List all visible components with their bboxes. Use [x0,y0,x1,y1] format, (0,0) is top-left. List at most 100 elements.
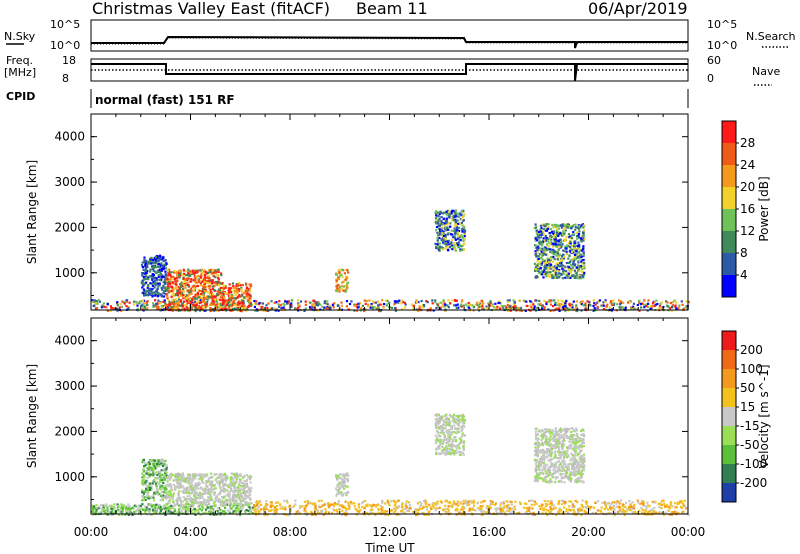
velocity-cell [338,504,341,507]
velocity-cell [320,499,323,502]
power-cell [548,267,551,270]
power-cell [456,303,459,306]
power-cell [206,298,209,301]
power-ytick-label: 3000 [54,175,85,189]
velocity-cell [317,499,321,503]
power-cell [560,239,563,242]
velocity-cell [310,502,313,505]
power-cell [146,269,149,273]
power-cell [145,277,148,280]
velocity-cell [609,506,612,509]
power-cell [558,272,561,275]
velocity-cell [641,511,644,514]
velocity-cell [216,507,220,510]
power-cell [332,306,335,309]
velocity-cell [664,505,667,508]
power-cell [548,265,551,268]
power-cell [155,261,158,264]
power-cell [187,301,190,304]
velocity-cell [210,486,213,489]
power-cell [106,309,109,312]
velocity-cell [133,504,136,507]
power-cell [160,295,163,298]
power-cell [569,263,572,266]
velocity-cell [162,505,165,508]
velocity-cell [580,513,583,517]
velocity-cell [658,511,661,514]
velocity-cell [447,509,450,512]
power-cell [232,308,235,311]
power-cell [541,232,544,235]
velocity-cell [385,510,389,513]
power-cell [435,226,439,229]
power-cell [559,231,562,234]
power-cell [612,299,615,302]
velocity-cell [337,500,340,503]
velocity-cell [616,500,619,503]
power-cell [456,233,459,236]
velocity-cell [177,478,180,481]
power-cell [604,299,607,302]
power-cell [660,301,663,304]
velocity-cell [127,512,130,515]
velocity-cell [133,510,136,514]
power-cell [191,271,194,274]
power-cell [182,296,185,300]
power-cell [541,273,544,276]
power-cell [193,280,196,283]
power-cell [366,305,369,308]
power-cell [205,305,208,308]
velocity-cell [369,511,372,514]
power-cell [236,291,239,294]
power-cell [572,261,575,264]
velocity-cell [611,506,614,509]
power-cell [574,226,577,229]
velocity-cell [226,509,229,512]
power-cell [566,306,569,310]
power-cell [450,241,453,244]
power-cell [583,262,586,265]
velocity-cell [156,481,159,484]
power-cell [632,302,635,305]
velocity-cell [265,507,268,510]
velocity-cell [113,503,116,506]
power-cell [152,280,155,283]
velocity-cell [238,487,241,490]
power-cell [150,293,153,296]
velocity-cell [139,504,142,507]
velocity-cell [148,466,151,469]
power-cell [238,294,241,297]
power-cell [282,302,285,305]
velocity-cell [420,507,423,510]
velocity-cell [509,511,512,514]
velocity-cell [212,509,216,512]
power-cell [312,304,315,307]
velocity-cell [642,500,645,503]
power-cell [248,283,251,286]
power-cell [434,301,437,304]
power-cell [544,272,548,275]
power-cell [559,274,562,277]
power-cell [200,284,203,287]
velocity-cell [478,508,481,511]
velocity-cell [110,504,113,507]
power-cell [158,282,161,285]
power-cell [284,300,287,303]
power-cell [155,277,158,280]
velocity-cell [207,511,210,515]
power-cell [543,259,546,263]
velocity-cell [603,508,606,511]
power-cell [101,304,104,307]
power-cell [109,309,112,312]
power-cell [478,305,481,308]
power-cell [671,301,674,304]
velocity-cell [650,508,653,511]
power-cell [549,227,552,230]
velocity-cell [190,504,193,507]
power-cell [266,307,269,310]
power-cell [158,301,161,305]
velocity-cell [159,480,162,483]
velocity-cell [448,501,451,505]
velocity-cell [154,492,157,495]
velocity-cell [102,504,105,507]
